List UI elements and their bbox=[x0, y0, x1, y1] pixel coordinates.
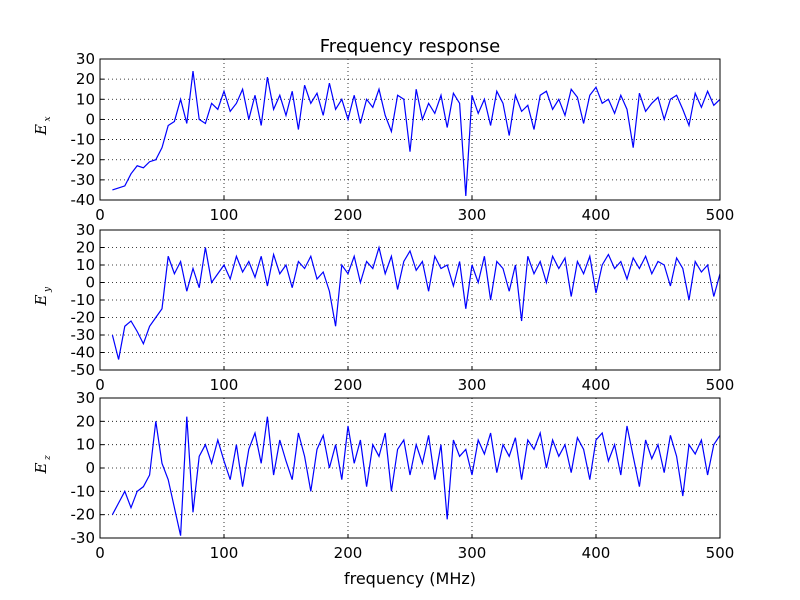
y-tick-label: 10 bbox=[76, 256, 95, 274]
y-tick-label: -10 bbox=[71, 482, 96, 500]
y-tick-label: 0 bbox=[85, 110, 95, 128]
data-line bbox=[111, 416, 721, 536]
x-axis-label: frequency (MHz) bbox=[344, 569, 476, 588]
x-tick-label: 0 bbox=[95, 206, 105, 224]
x-tick-label: 400 bbox=[582, 206, 611, 224]
y-tick-label: -20 bbox=[71, 151, 96, 169]
y-axis-label-main: E bbox=[32, 462, 50, 474]
x-tick-label: 300 bbox=[458, 206, 487, 224]
data-line bbox=[111, 245, 721, 360]
y-axis-label-sub: z bbox=[43, 455, 53, 461]
y-tick-label: 30 bbox=[76, 50, 95, 68]
y-tick-label: -40 bbox=[71, 344, 96, 362]
x-tick-label: 200 bbox=[334, 206, 363, 224]
plot-frame bbox=[99, 58, 721, 201]
y-tick-label: -20 bbox=[71, 309, 96, 327]
y-tick-label: 0 bbox=[85, 274, 95, 292]
x-tick-label: 100 bbox=[210, 206, 239, 224]
y-tick-label: -30 bbox=[71, 529, 96, 547]
chart-title: Frequency response bbox=[320, 36, 500, 57]
x-tick-label: 200 bbox=[334, 544, 363, 562]
x-tick-label: 500 bbox=[706, 544, 735, 562]
y-tick-label: -20 bbox=[71, 506, 96, 524]
y-tick-label: 20 bbox=[76, 412, 95, 430]
plot-frame bbox=[99, 229, 721, 371]
y-tick-label: -50 bbox=[71, 361, 96, 379]
x-tick-label: 200 bbox=[334, 376, 363, 394]
y-tick-label: -40 bbox=[71, 191, 96, 209]
x-tick-label: 100 bbox=[210, 376, 239, 394]
x-tick-label: 0 bbox=[95, 544, 105, 562]
plot-frame bbox=[99, 397, 721, 539]
y-axis-label: Ez bbox=[32, 455, 53, 474]
x-tick-label: 500 bbox=[706, 376, 735, 394]
x-tick-label: 100 bbox=[210, 544, 239, 562]
y-tick-label: 20 bbox=[76, 70, 95, 88]
y-tick-label: 10 bbox=[76, 436, 95, 454]
data-line bbox=[112, 71, 721, 197]
x-tick-label: 300 bbox=[458, 376, 487, 394]
y-axis-label-main: E bbox=[32, 294, 50, 306]
y-axis-label: Ey bbox=[32, 286, 53, 306]
y-axis-label: Ex bbox=[32, 116, 53, 136]
y-tick-label: 20 bbox=[76, 239, 95, 257]
y-tick-label: 30 bbox=[76, 221, 95, 239]
x-tick-label: 0 bbox=[95, 376, 105, 394]
y-tick-label: -10 bbox=[71, 131, 96, 149]
x-tick-label: 400 bbox=[582, 544, 611, 562]
x-tick-label: 500 bbox=[706, 206, 735, 224]
y-tick-label: 0 bbox=[85, 459, 95, 477]
y-tick-label: -10 bbox=[71, 291, 96, 309]
x-tick-label: 400 bbox=[582, 376, 611, 394]
y-tick-label: -30 bbox=[71, 171, 96, 189]
y-tick-label: 30 bbox=[76, 389, 95, 407]
y-axis-label-sub: x bbox=[43, 116, 53, 121]
x-tick-label: 300 bbox=[458, 544, 487, 562]
y-tick-label: 10 bbox=[76, 90, 95, 108]
y-axis-label-sub: y bbox=[43, 286, 53, 293]
y-tick-label: -30 bbox=[71, 326, 96, 344]
y-axis-label-main: E bbox=[32, 124, 50, 136]
